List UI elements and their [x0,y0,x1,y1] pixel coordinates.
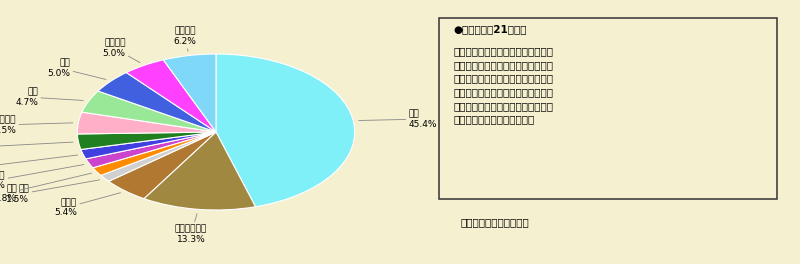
Text: 経営工学
2.0%: 経営工学 2.0% [0,164,84,190]
Wedge shape [81,132,216,159]
Text: 建設
45.4%: 建設 45.4% [358,109,437,129]
Text: 上下水道
6.2%: 上下水道 6.2% [174,27,196,51]
Text: その他
5.4%: その他 5.4% [54,193,121,218]
Text: 応用理学
4.5%: 応用理学 4.5% [0,115,73,135]
Text: 総合技術監理
13.3%: 総合技術監理 13.3% [175,214,207,244]
Wedge shape [109,132,216,199]
Text: （出典）文部科学省調べ: （出典）文部科学省調べ [460,218,529,228]
Wedge shape [78,132,216,149]
Wedge shape [144,132,255,210]
Text: 化学
1.8%: 化学 1.8% [0,173,91,203]
Text: 金属
1.5%: 金属 1.5% [6,180,100,204]
Wedge shape [86,132,216,168]
Text: 機械
5.0%: 機械 5.0% [47,58,106,79]
Text: ●技術部門（21部門）: ●技術部門（21部門） [453,24,526,34]
Text: 農業
4.7%: 農業 4.7% [15,87,83,107]
Text: 電気電子
5.0%: 電気電子 5.0% [102,38,140,63]
Wedge shape [126,60,216,132]
Wedge shape [163,54,216,132]
Wedge shape [216,54,354,207]
Wedge shape [78,112,216,134]
Wedge shape [101,132,216,181]
Text: 機械，船舶・海洋，航空・宇宙，電
気電子，化学，繊維，金属，資源工
学，建設，上下水道，衛生工学，農
業，森林，水産，経営工学，情報工
学，応用理学，生物工学，: 機械，船舶・海洋，航空・宇宙，電 気電子，化学，繊維，金属，資源工 学，建設，上… [453,46,553,124]
Wedge shape [82,91,216,132]
FancyBboxPatch shape [439,18,777,199]
Text: 衛生工学
3.2%: 衛生工学 3.2% [0,138,73,157]
Wedge shape [93,132,216,176]
Text: 情報工学
2.0%: 情報工学 2.0% [0,155,78,176]
Wedge shape [98,73,216,132]
